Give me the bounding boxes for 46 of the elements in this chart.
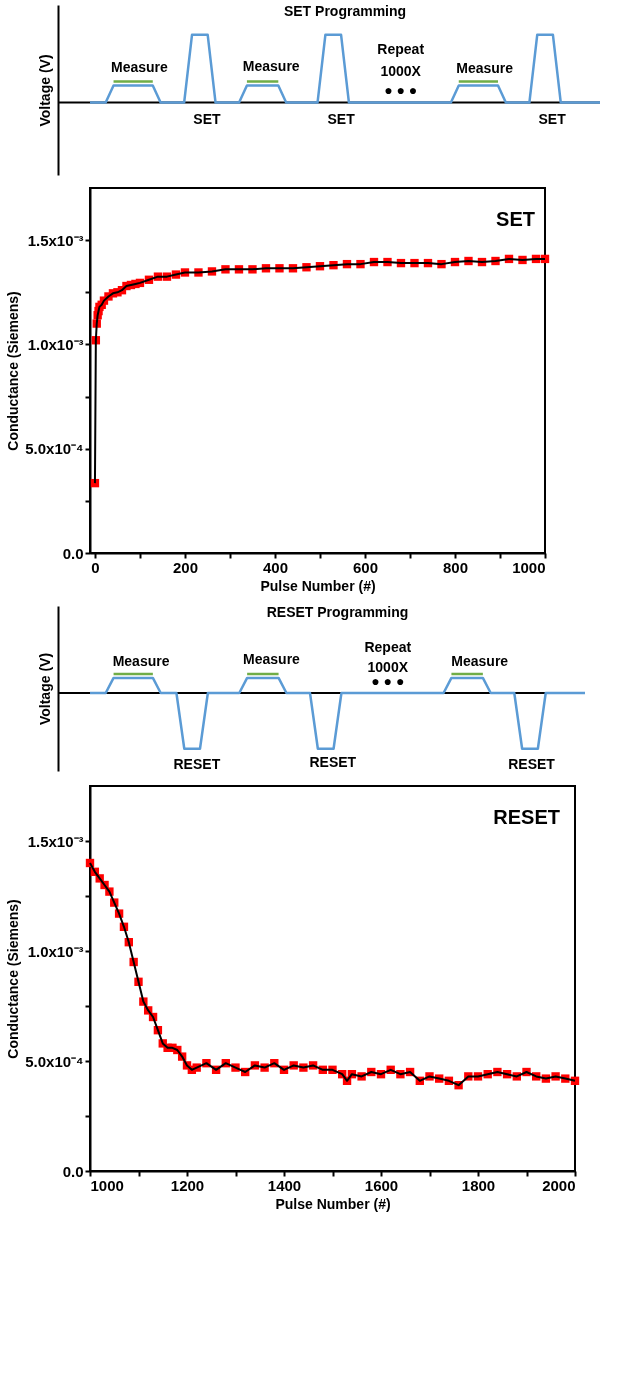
text: RESET [173,756,221,773]
text: SET [327,111,356,128]
annotation: RESET [493,806,560,828]
y-tick-label: 0.0 [62,1162,84,1180]
chart-title: SET Programming [283,3,407,19]
y-tick-label: 0.0 [62,544,84,562]
x-tick-label: 600 [352,558,378,576]
annotation: Repeat [377,40,425,57]
y-tick-label: 5.0x10⁻⁴ [25,1052,84,1070]
x-tick-label: 1400 [267,1176,302,1194]
y-tick-label: 1.5x10⁻³ [27,231,84,249]
x-tick-label: 1000 [90,1176,124,1194]
annotation: Measure [242,57,300,74]
annotation: ● ● ● [384,82,418,99]
x-tick-label: 800 [442,558,469,576]
x-tick-label: 1600 [364,1176,399,1194]
text: Measure [451,652,509,669]
x-tick-label: 1000 [512,558,546,576]
x-tick-label: 2000 [542,1176,576,1194]
annotation: Measure [111,58,169,75]
y-tick-label: 1.5x10⁻³ [27,832,84,850]
text: Measure [243,650,301,667]
annotation: 1000X [380,63,422,80]
x-axis-title: Pulse Number (#) [275,1195,391,1212]
annotation: SET [496,208,535,230]
y-tick-label: 1.0x10⁻³ [27,335,84,353]
text: Repeat [364,639,412,656]
x-tick-label: 400 [262,558,288,576]
chart-title: RESET Programming [266,604,409,620]
y-axis-title: Voltage (V) [36,652,53,726]
y-tick-label: 5.0x10⁻⁴ [25,440,84,458]
text: RESET [309,753,357,770]
x-tick-label: 0 [91,558,100,576]
x-tick-label: 1200 [170,1176,205,1194]
x-tick-label: 200 [172,558,198,576]
x-tick-label: 1800 [461,1176,496,1194]
x-axis-title: Pulse Number (#) [260,577,376,594]
text: SET [193,111,221,128]
y-tick-label: 1.0x10⁻³ [27,942,84,960]
y-axis-title: Conductance (Siemens) [5,291,22,451]
y-axis-title: Conductance (Siemens) [5,899,22,1059]
annotation: Measure [456,59,514,76]
text: RESET [508,756,556,773]
text: SET [538,111,567,128]
y-axis-title: Voltage (V) [36,54,53,127]
text: Measure [112,652,170,669]
